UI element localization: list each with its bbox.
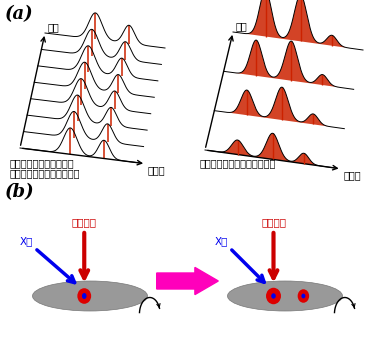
Ellipse shape — [271, 293, 276, 299]
Text: レーザー: レーザー — [261, 217, 286, 227]
Ellipse shape — [82, 293, 87, 299]
Text: 信号処理回路を使った測定: 信号処理回路を使った測定 — [10, 168, 81, 178]
Text: 高速フォトダイオードと: 高速フォトダイオードと — [10, 158, 75, 168]
FancyArrow shape — [157, 267, 218, 295]
Ellipse shape — [33, 281, 148, 311]
Polygon shape — [205, 133, 335, 168]
Ellipse shape — [228, 281, 343, 311]
Ellipse shape — [302, 294, 305, 298]
Text: 回折角: 回折角 — [343, 170, 361, 180]
Polygon shape — [224, 40, 354, 89]
Ellipse shape — [266, 288, 281, 304]
Polygon shape — [233, 0, 363, 50]
Ellipse shape — [297, 289, 309, 303]
Polygon shape — [214, 87, 344, 129]
Text: スナップショットを撮る手法: スナップショットを撮る手法 — [200, 158, 276, 168]
Text: レーザー: レーザー — [72, 217, 97, 227]
Text: X線: X線 — [20, 236, 33, 246]
Text: 回折角: 回折角 — [148, 165, 166, 175]
Text: (b): (b) — [5, 183, 35, 201]
Text: (a): (a) — [5, 5, 34, 23]
Ellipse shape — [77, 288, 91, 304]
Text: 時間: 時間 — [48, 22, 60, 32]
Text: X線: X線 — [215, 236, 228, 246]
Text: 時間: 時間 — [236, 21, 248, 31]
